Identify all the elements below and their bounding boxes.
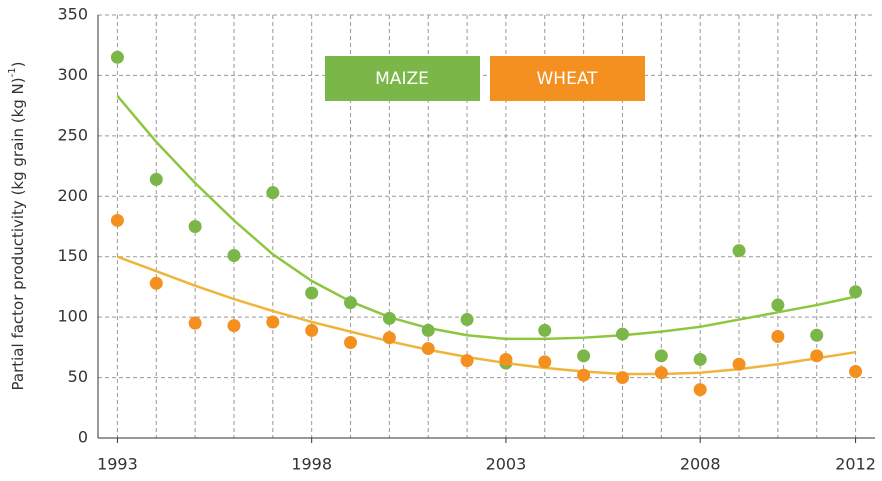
data-point <box>382 331 396 345</box>
data-point <box>499 352 513 366</box>
data-point <box>460 313 474 327</box>
y-tick-label: 200 <box>57 186 88 205</box>
y-tick-label: 350 <box>57 5 88 24</box>
data-point <box>305 323 319 337</box>
legend-swatch <box>490 56 645 101</box>
y-tick-label: 0 <box>78 428 88 447</box>
data-point <box>188 316 202 330</box>
data-point <box>227 249 241 263</box>
trend-line <box>116 255 856 376</box>
data-point <box>382 311 396 325</box>
data-point <box>110 213 124 227</box>
legend-text: WHEAT <box>536 69 598 89</box>
data-point <box>654 349 668 363</box>
x-tick-label: 2012 <box>835 455 876 474</box>
data-point <box>305 286 319 300</box>
x-tick-label: 1993 <box>97 455 138 474</box>
data-point <box>460 354 474 368</box>
x-tick-label: 2003 <box>486 455 527 474</box>
data-point <box>188 220 202 233</box>
data-point <box>149 172 163 186</box>
data-point <box>344 336 358 350</box>
data-point <box>538 355 552 369</box>
legend-swatch <box>325 56 480 101</box>
y-tick-label: 250 <box>57 125 88 144</box>
data-point <box>810 328 824 342</box>
data-point <box>149 276 163 290</box>
x-tick-label: 2008 <box>680 455 721 474</box>
data-point <box>110 50 124 64</box>
data-point <box>693 383 707 397</box>
data-point <box>732 244 746 258</box>
data-point <box>615 371 629 385</box>
y-tick-label: 50 <box>68 367 88 386</box>
data-point <box>266 315 280 329</box>
data-point <box>693 352 707 366</box>
data-point <box>732 357 746 371</box>
y-label-main: Partial factor productivity (kg grain (k… <box>9 77 27 390</box>
data-point <box>421 323 435 337</box>
y-axis-label: Partial factor productivity (kg grain (k… <box>7 62 27 391</box>
data-point <box>771 329 785 343</box>
y-label-end: ) <box>9 62 27 68</box>
data-point <box>849 365 863 379</box>
data-point <box>227 319 241 333</box>
data-point <box>771 298 785 312</box>
data-point <box>421 342 435 356</box>
x-tick-label: 1998 <box>291 455 332 474</box>
data-point <box>615 327 629 341</box>
y-tick-label: 100 <box>57 307 88 326</box>
data-point <box>577 349 591 363</box>
data-point <box>577 368 591 382</box>
y-tick-label: 300 <box>57 65 88 84</box>
trend-line <box>116 95 856 341</box>
data-point <box>538 323 552 337</box>
data-point <box>266 186 280 200</box>
data-point <box>344 296 358 310</box>
legend-text: MAIZE <box>375 69 429 89</box>
data-point <box>849 285 863 299</box>
y-label-sup: -1 <box>7 67 18 77</box>
data-point <box>810 349 824 363</box>
data-point <box>654 366 668 380</box>
y-tick-label: 150 <box>57 246 88 265</box>
